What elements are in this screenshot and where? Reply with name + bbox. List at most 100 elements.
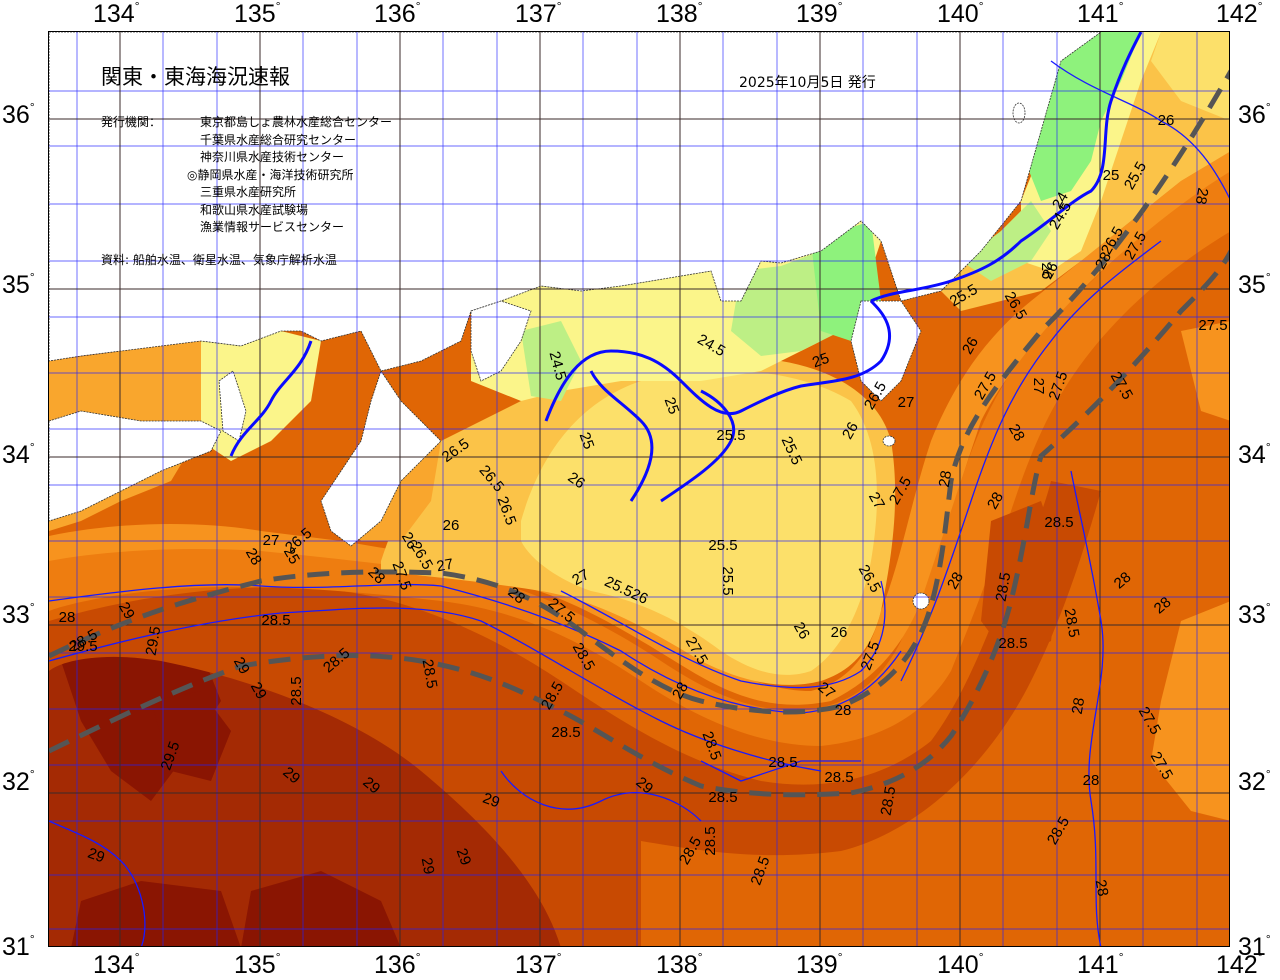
isotherm-label: 28 — [1092, 249, 1115, 272]
isotherm-label: 29 — [85, 845, 106, 867]
isotherm-label: 24 — [1049, 189, 1072, 212]
isotherm-label: 28.5 — [261, 612, 290, 629]
isotherm-label: 25 — [280, 544, 303, 567]
isotherm-25deg — [229, 32, 1143, 503]
isotherm-label: 29 — [418, 856, 438, 875]
isotherm-label: 26 — [831, 624, 848, 641]
isotherm-label: 28.5 — [288, 676, 305, 705]
lon-label-142-top: 142° — [1216, 0, 1263, 28]
isotherm-label: 28.5 — [702, 826, 719, 855]
isotherm-label: 29 — [230, 654, 253, 677]
isotherm-label: 28 — [835, 702, 852, 719]
lat-label-32-right: 32° — [1238, 767, 1271, 796]
isotherm-label: 28.5 — [1061, 607, 1083, 639]
minor-grid — [49, 32, 1229, 946]
lon-label-139-top: 139° — [796, 0, 843, 28]
issuer-item: 和歌山県水産試験場 — [200, 202, 309, 217]
lat-label-35-left: 35° — [2, 270, 35, 299]
isotherm-label: 26 — [443, 517, 460, 534]
lon-label-139-bottom: 139° — [796, 950, 843, 979]
isotherm-label: 25.5 — [719, 566, 736, 595]
isotherm-label: 28 — [984, 489, 1007, 512]
isotherm-label: 29.5 — [68, 638, 97, 655]
isotherm-label: 25 — [661, 395, 683, 416]
sea-temperature-map[interactable]: 24.5 24.5 25 25 25 25.5 25.5 26 26.5 26.5 26.5 26 25… — [48, 31, 1230, 947]
isotherm-label: 29 — [115, 599, 138, 622]
isotherm-label: 26 — [959, 334, 982, 357]
issue-date: 2025年10月5日 発行 — [739, 75, 876, 91]
isotherm-label: 28.5 — [768, 754, 797, 771]
isotherm-label: 27 — [1030, 378, 1047, 395]
lat-label-33-left: 33° — [2, 600, 35, 629]
isotherm-label: 28 — [242, 545, 265, 568]
title-block: 関東・東海海況速報 — [101, 65, 290, 89]
lat-label-33-right: 33° — [1238, 600, 1271, 629]
isotherm-label: 28.5 — [878, 785, 900, 817]
isotherm-label: 28 — [1192, 186, 1212, 205]
lon-label-136-top: 136° — [374, 0, 421, 28]
lon-label-134-bottom: 134° — [93, 950, 140, 979]
issuer-item: 神奈川県水産技術センター — [200, 150, 345, 164]
isotherm-label: 26 — [398, 529, 421, 552]
lat-label-31-right: 31° — [1238, 932, 1271, 961]
lat-label-34-left: 34° — [2, 440, 35, 469]
isotherm-label: 28 — [669, 679, 692, 702]
isotherm-label: 28.5 — [998, 635, 1027, 652]
land-masses — [49, 32, 1102, 610]
lat-label-31-left: 31° — [2, 932, 35, 961]
isotherm-label: 28.5 — [419, 658, 441, 690]
isotherm-label: 28.5 — [551, 724, 580, 741]
lat-label-35-right: 35° — [1238, 270, 1271, 299]
isotherm-label: 29 — [480, 790, 501, 812]
isotherm-label: 27 — [263, 532, 280, 549]
lon-label-137-bottom: 137° — [515, 950, 562, 979]
lon-label-141-top: 141° — [1077, 0, 1124, 28]
lon-label-137-top: 137° — [515, 0, 562, 28]
isotherm-label: 29 — [453, 846, 475, 867]
lon-label-134-top: 134° — [93, 0, 140, 28]
isotherm-label: 28 — [1083, 772, 1100, 789]
isotherm-label: 28 — [936, 469, 956, 488]
lon-label-135-bottom: 135° — [234, 950, 281, 979]
isotherm-label: 27 — [865, 489, 888, 512]
isotherm-label: 25 — [576, 430, 598, 451]
issuer-list: 東京都島しょ農林水産総合センター 千葉県水産総合研究センター 神奈川県水産技術セ… — [187, 114, 392, 237]
lon-label-138-bottom: 138° — [656, 950, 703, 979]
isotherm-label: 25.5 — [708, 537, 737, 554]
issuer-item: ◎静岡県水産・海洋技術研究所 — [187, 167, 354, 182]
isotherm-label: 28 — [1005, 421, 1028, 444]
lat-label-36-right: 36° — [1238, 100, 1271, 129]
isotherm-label: 26 — [1038, 263, 1055, 280]
isotherm-label: 28 — [59, 609, 76, 626]
isotherm-label: 26 — [790, 619, 813, 642]
isotherm-label: 26 — [839, 419, 862, 442]
isotherm-label: 27 — [898, 394, 915, 411]
lon-label-135-top: 135° — [234, 0, 281, 28]
isotherm-label: 24.5 — [546, 350, 570, 383]
kuroshio-axis — [49, 69, 1229, 798]
isotherm-label: 27 — [569, 566, 592, 589]
isotherm-label: 29 — [247, 679, 270, 702]
lon-label-136-bottom: 136° — [374, 950, 421, 979]
isotherm-label: 27.5 — [1198, 317, 1227, 334]
issuer-item: 千葉県水産総合研究センター — [200, 132, 357, 147]
issuer-item: 三重県水産研究所 — [200, 185, 297, 199]
lon-label-141-bottom: 141° — [1077, 950, 1124, 979]
isotherm-label: 28.5 — [1044, 514, 1073, 531]
lon-label-140-bottom: 140° — [937, 950, 984, 979]
isotherm-label: 26 — [1039, 259, 1062, 282]
isotherm-label: 28 — [944, 569, 967, 592]
isotherm-label: 28.5 — [708, 789, 737, 806]
map-title: 関東・東海海況速報 — [101, 65, 290, 89]
isotherm-label: 25 — [810, 350, 831, 372]
isotherm-label: 29.5 — [143, 625, 165, 657]
major-grid — [49, 32, 1229, 946]
lat-label-32-left: 32° — [2, 767, 35, 796]
isotherm-label: 26 — [1158, 112, 1175, 129]
isotherm-label: 27 — [435, 556, 454, 576]
isotherm-label: 28.5 — [824, 769, 853, 786]
isotherm-label: 25.5 — [716, 427, 745, 444]
issuer-item: 漁業情報サービスセンター — [200, 220, 345, 234]
lat-label-34-right: 34° — [1238, 440, 1271, 469]
